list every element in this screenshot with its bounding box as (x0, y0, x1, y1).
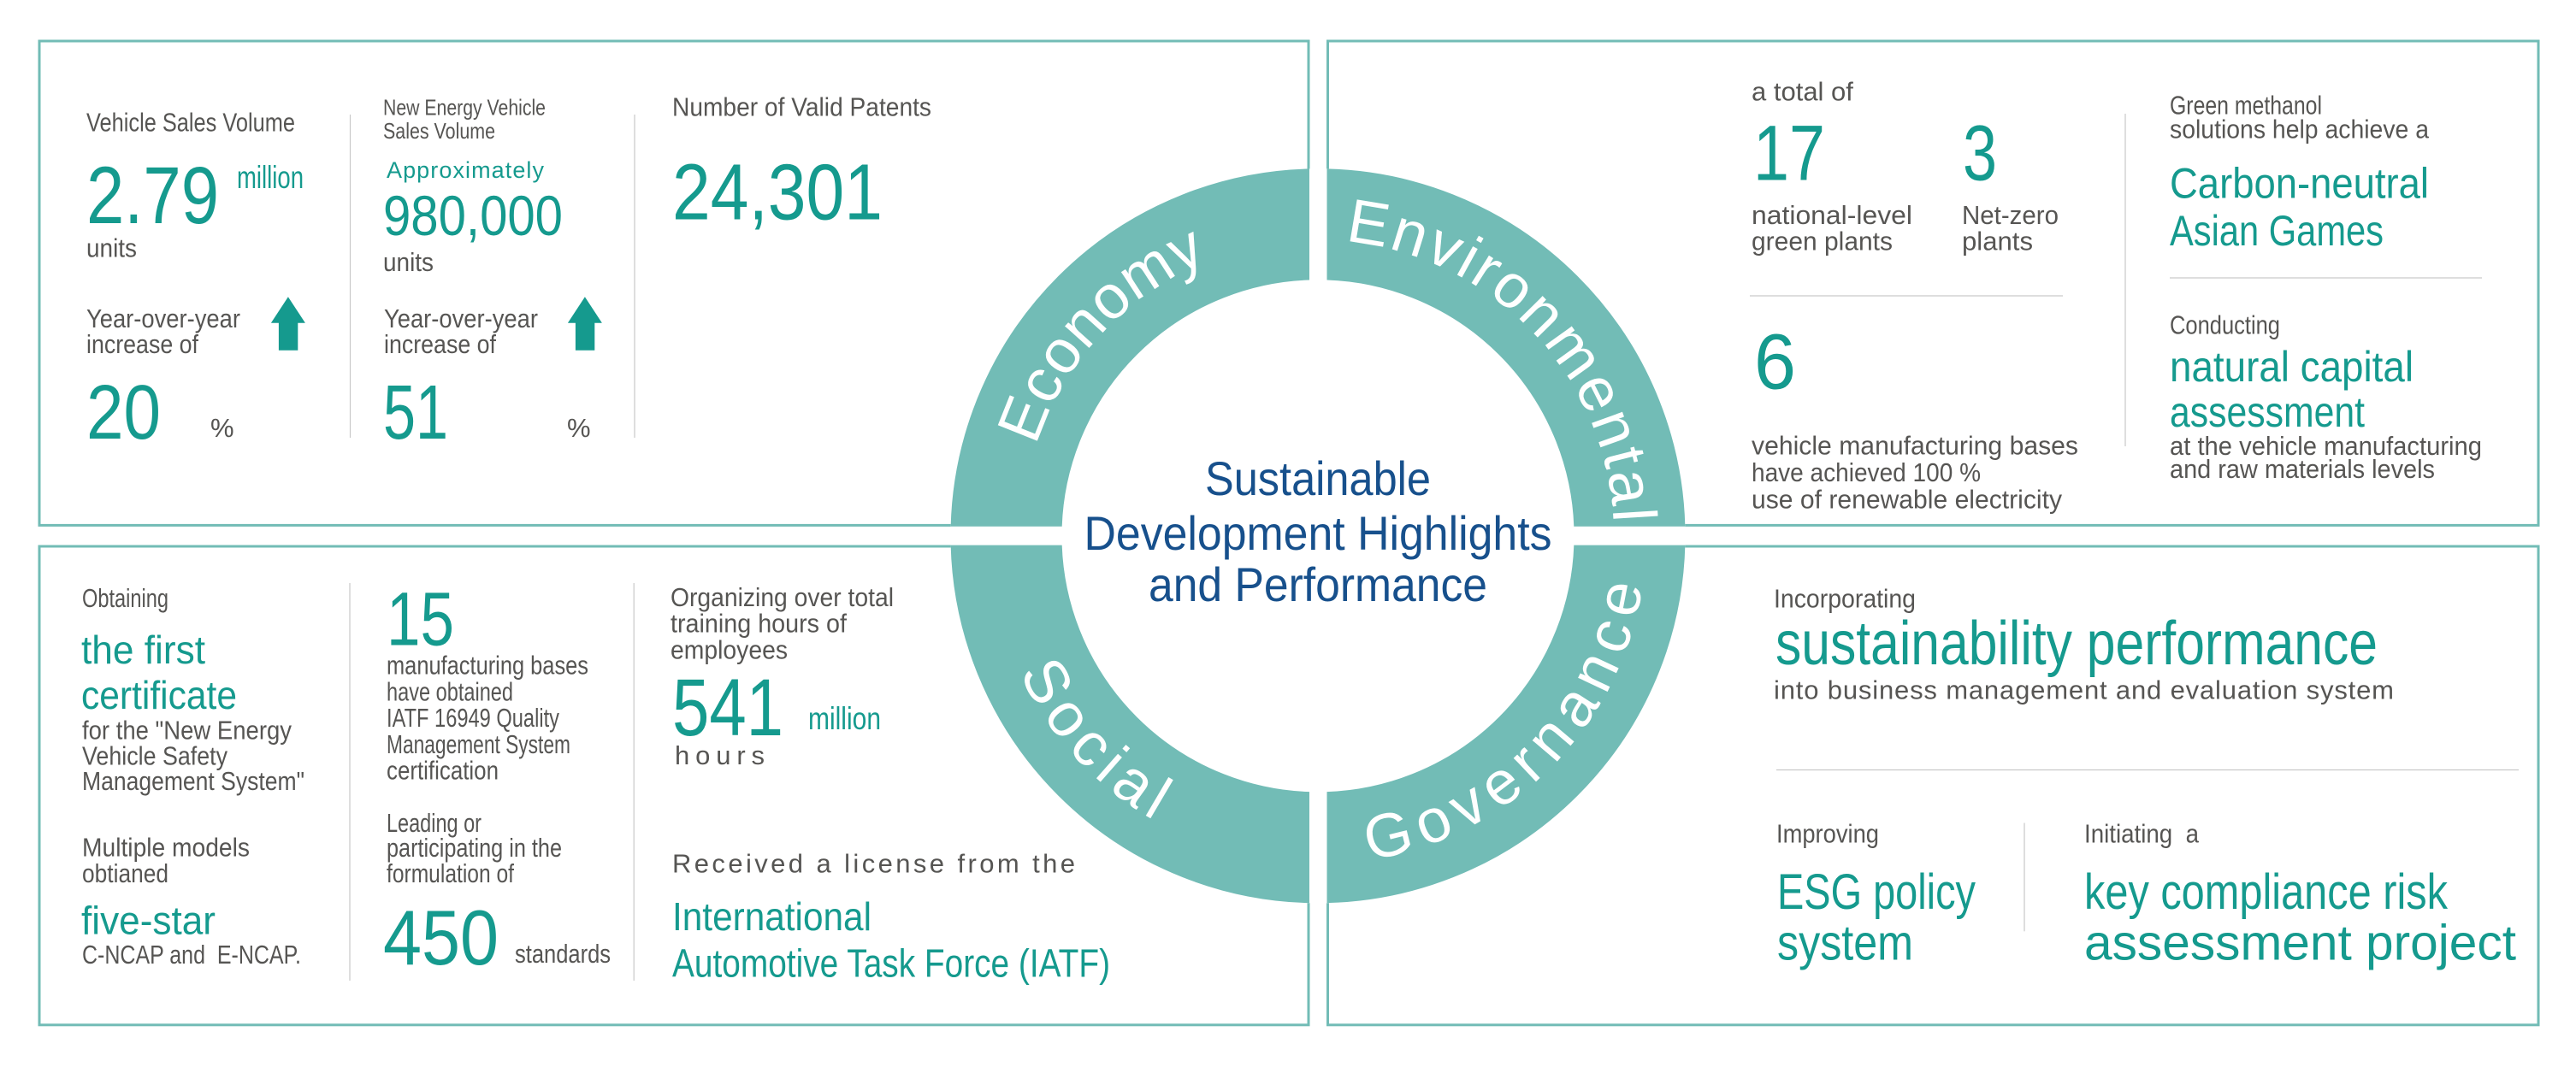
svg-text:Year-over-year: Year-over-year (86, 304, 240, 333)
svg-text:Net-zero: Net-zero (1962, 200, 2059, 230)
svg-text:Improving: Improving (1776, 819, 1879, 849)
svg-text:five-star: five-star (81, 899, 216, 943)
svg-text:51: 51 (383, 370, 448, 456)
svg-text:and raw materials levels: and raw materials levels (2170, 454, 2435, 484)
svg-text:natural capital: natural capital (2170, 343, 2414, 391)
svg-text:hours: hours (675, 740, 765, 770)
svg-text:6: 6 (1754, 319, 1796, 406)
svg-text:training hours of: training hours of (671, 608, 847, 638)
svg-text:%: % (567, 413, 591, 443)
svg-text:employees: employees (671, 635, 788, 665)
svg-text:for the "New Energy: for the "New Energy (82, 715, 292, 745)
svg-text:Green methanol: Green methanol (2170, 91, 2322, 121)
svg-text:obtianed: obtianed (82, 858, 168, 888)
svg-text:formulation of: formulation of (387, 858, 514, 888)
svg-text:system: system (1777, 916, 1913, 971)
svg-text:Incorporating: Incorporating (1774, 583, 1916, 613)
svg-text:the first: the first (81, 628, 205, 672)
svg-text:certification: certification (387, 756, 499, 786)
svg-text:Initiating a: Initiating a (2084, 819, 2200, 849)
svg-text:units: units (86, 233, 137, 263)
svg-text:20: 20 (86, 370, 161, 456)
svg-text:Obtaining: Obtaining (82, 583, 168, 613)
svg-text:solutions help achieve a: solutions help achieve a (2170, 114, 2430, 144)
svg-text:assessment project: assessment project (2084, 916, 2516, 971)
svg-text:980,000: 980,000 (383, 184, 563, 247)
svg-text:assessment: assessment (2170, 388, 2365, 436)
svg-text:International: International (672, 894, 871, 939)
svg-text:C-NCAP and E-NCAP.: C-NCAP and E-NCAP. (82, 940, 301, 970)
svg-text:standards: standards (515, 939, 611, 969)
svg-text:Organizing over total: Organizing over total (671, 582, 894, 612)
svg-text:Received a license from the: Received a license from the (672, 848, 1075, 878)
svg-text:into business management and e: into business management and evaluation … (1774, 675, 2394, 705)
svg-text:Carbon-neutral: Carbon-neutral (2170, 160, 2429, 208)
svg-text:units: units (383, 247, 434, 277)
svg-text:Automotive Task Force (IATF): Automotive Task Force (IATF) (672, 941, 1110, 986)
svg-text:2.79: 2.79 (86, 150, 219, 241)
svg-text:New Energy Vehicle: New Energy Vehicle (383, 95, 546, 121)
svg-text:Vehicle Sales Volume: Vehicle Sales Volume (86, 108, 295, 138)
svg-text:Asian Games: Asian Games (2170, 207, 2384, 255)
svg-text:at the vehicle manufacturing: at the vehicle manufacturing (2170, 431, 2482, 461)
svg-text:manufacturing bases: manufacturing bases (387, 651, 588, 681)
svg-text:national-level: national-level (1752, 200, 1912, 230)
svg-text:Development Highlights: Development Highlights (1084, 506, 1552, 560)
svg-text:15: 15 (387, 575, 454, 661)
svg-text:ESG policy: ESG policy (1777, 864, 1976, 920)
svg-text:Vehicle Safety: Vehicle Safety (82, 740, 227, 770)
svg-text:sustainability performance: sustainability performance (1775, 610, 2378, 678)
svg-text:Leading or: Leading or (387, 808, 482, 838)
svg-text:17: 17 (1753, 110, 1825, 197)
svg-text:541: 541 (672, 663, 783, 753)
svg-text:450: 450 (383, 895, 499, 982)
svg-text:vehicle manufacturing bases: vehicle manufacturing bases (1752, 431, 2078, 461)
svg-text:increase of: increase of (384, 329, 496, 359)
svg-text:million: million (808, 701, 881, 736)
svg-text:Sustainable: Sustainable (1205, 451, 1431, 505)
svg-text:have obtained: have obtained (387, 676, 513, 706)
svg-text:Management System: Management System (387, 729, 570, 759)
svg-text:and Performance: and Performance (1149, 557, 1487, 611)
svg-text:3: 3 (1963, 110, 1997, 197)
svg-text:have achieved 100 %: have achieved 100 % (1752, 457, 1981, 487)
svg-text:green plants: green plants (1752, 226, 1893, 256)
svg-text:participating in the: participating in the (387, 833, 562, 863)
svg-text:increase of: increase of (86, 329, 198, 359)
svg-text:a total of: a total of (1752, 76, 1853, 106)
svg-text:certificate: certificate (81, 673, 237, 717)
svg-text:million: million (237, 160, 304, 195)
svg-text:Approximately: Approximately (387, 157, 545, 183)
svg-text:key compliance risk: key compliance risk (2084, 864, 2449, 920)
svg-text:Multiple models: Multiple models (82, 833, 250, 863)
svg-text:use of renewable electricity: use of renewable electricity (1752, 485, 2062, 515)
svg-text:Conducting: Conducting (2170, 309, 2280, 339)
svg-text:plants: plants (1962, 226, 2033, 256)
svg-text:Number of Valid Patents: Number of Valid Patents (672, 92, 931, 122)
svg-text:Year-over-year: Year-over-year (384, 304, 538, 333)
svg-text:%: % (210, 413, 234, 443)
svg-text:Management System": Management System" (82, 766, 304, 796)
svg-text:IATF 16949 Quality: IATF 16949 Quality (387, 703, 559, 733)
svg-text:24,301: 24,301 (672, 148, 883, 237)
svg-text:Sales Volume: Sales Volume (383, 118, 495, 144)
